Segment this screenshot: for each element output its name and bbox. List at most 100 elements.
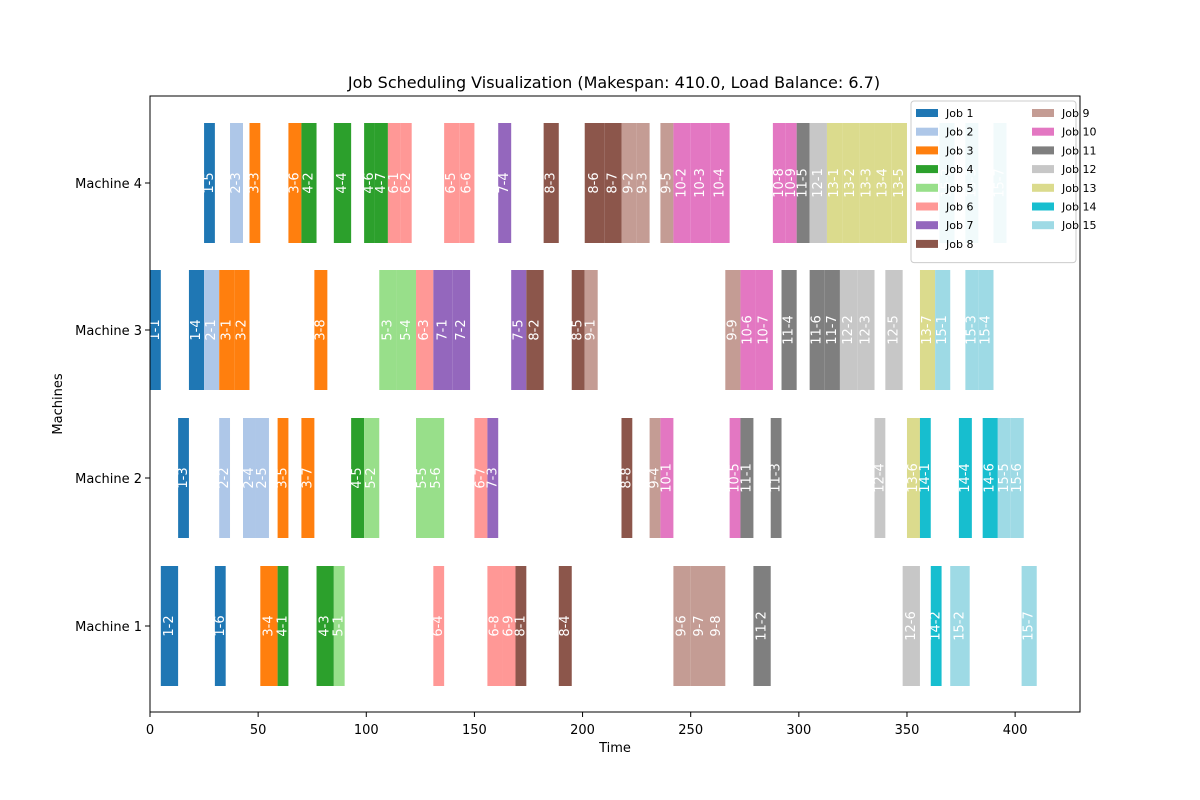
task-label-12-3: 12-3 <box>858 315 873 345</box>
task-bar-2-2 <box>219 418 231 538</box>
task-bar-8-8 <box>621 418 633 538</box>
legend-label-job-9: Job 9 <box>1061 107 1089 120</box>
task-label-6-9: 6-9 <box>502 615 517 636</box>
task-bar-13-4 <box>874 123 892 243</box>
task-label-10-2: 10-2 <box>675 168 690 198</box>
task-bar-7-5 <box>511 270 527 390</box>
task-bar-13-1 <box>826 123 843 243</box>
task-label-8-7: 8-7 <box>605 172 620 193</box>
task-label-1-6: 1-6 <box>213 615 228 636</box>
legend-label-job-13: Job 13 <box>1061 182 1096 195</box>
y-tick-label: Machine 4 <box>75 177 142 192</box>
task-bar-12-6 <box>902 566 920 686</box>
task-bar-8-6 <box>584 123 605 243</box>
task-bar-11-7 <box>824 270 840 390</box>
task-label-4-3: 4-3 <box>318 615 333 636</box>
task-label-10-9: 10-9 <box>784 168 799 198</box>
task-bar-15-3 <box>965 270 979 390</box>
task-label-9-9: 9-9 <box>725 319 740 340</box>
y-tick-label: Machine 2 <box>75 472 142 487</box>
task-label-4-5: 4-5 <box>350 467 365 488</box>
task-label-8-6: 8-6 <box>587 172 602 193</box>
task-bar-1-4 <box>188 270 205 390</box>
legend-swatch-job-4 <box>916 165 938 174</box>
task-label-10-3: 10-3 <box>693 168 708 198</box>
legend-label-job-15: Job 15 <box>1061 219 1096 232</box>
task-label-10-6: 10-6 <box>741 315 756 345</box>
task-bar-11-6 <box>809 270 825 390</box>
task-bar-9-7 <box>690 566 708 686</box>
task-bar-3-4 <box>260 566 278 686</box>
legend-label-job-1: Job 1 <box>945 107 973 120</box>
task-bar-15-2 <box>950 566 970 686</box>
task-label-5-4: 5-4 <box>399 319 414 340</box>
task-label-15-1: 15-1 <box>935 315 950 345</box>
task-label-10-5: 10-5 <box>728 463 743 493</box>
task-label-1-3: 1-3 <box>176 467 191 488</box>
task-label-9-8: 9-8 <box>709 615 724 636</box>
task-label-3-7: 3-7 <box>300 467 315 488</box>
task-bar-3-5 <box>277 418 289 538</box>
task-bar-11-3 <box>770 418 782 538</box>
task-label-13-6: 13-6 <box>906 463 921 493</box>
task-label-3-5: 3-5 <box>276 467 291 488</box>
task-label-7-3: 7-3 <box>485 467 500 488</box>
task-bar-12-4 <box>874 418 886 538</box>
task-bar-3-8 <box>314 270 328 390</box>
task-label-9-6: 9-6 <box>675 615 690 636</box>
task-label-4-4: 4-4 <box>335 172 350 193</box>
legend-swatch-job-11 <box>1032 146 1054 155</box>
task-label-9-1: 9-1 <box>584 319 599 340</box>
task-bar-9-5 <box>660 123 674 243</box>
x-tick-label: 400 <box>1003 723 1028 738</box>
legend-label-job-12: Job 12 <box>1061 163 1096 176</box>
y-tick-label: Machine 1 <box>75 620 142 635</box>
task-bar-4-5 <box>351 418 365 538</box>
task-label-6-4: 6-4 <box>431 615 446 636</box>
legend-swatch-job-15 <box>1032 221 1054 230</box>
legend-swatch-job-2 <box>916 127 938 136</box>
task-label-11-7: 11-7 <box>825 315 840 345</box>
task-label-7-1: 7-1 <box>436 319 451 340</box>
task-bar-8-2 <box>526 270 544 390</box>
task-bar-14-2 <box>930 566 942 686</box>
legend-label-job-5: Job 5 <box>945 182 973 195</box>
task-bar-4-7 <box>374 123 388 243</box>
x-tick-label: 350 <box>895 723 920 738</box>
task-label-15-6: 15-6 <box>1010 463 1025 493</box>
task-bar-10-1 <box>660 418 674 538</box>
task-bar-6-6 <box>459 123 475 243</box>
legend-label-job-11: Job 11 <box>1061 144 1096 157</box>
task-bar-9-2 <box>621 123 637 243</box>
task-bar-8-7 <box>604 123 622 243</box>
y-axis-label: Machines <box>51 373 66 434</box>
task-bar-10-7 <box>755 270 773 390</box>
task-label-7-2: 7-2 <box>454 319 469 340</box>
task-label-3-2: 3-2 <box>234 319 249 340</box>
task-bar-15-6 <box>1010 418 1024 538</box>
task-bar-5-1 <box>333 566 345 686</box>
task-bar-9-8 <box>708 566 726 686</box>
legend-label-job-6: Job 6 <box>945 201 973 214</box>
task-label-3-1: 3-1 <box>219 319 234 340</box>
legend-label-job-10: Job 10 <box>1061 126 1096 139</box>
task-bar-5-2 <box>364 418 380 538</box>
legend-swatch-job-10 <box>1032 127 1054 136</box>
task-label-3-4: 3-4 <box>261 615 276 636</box>
task-label-12-2: 12-2 <box>841 315 856 345</box>
task-label-8-2: 8-2 <box>527 319 542 340</box>
task-bar-11-1 <box>740 418 754 538</box>
task-label-1-4: 1-4 <box>189 319 204 340</box>
task-label-4-7: 4-7 <box>374 172 389 193</box>
task-label-14-6: 14-6 <box>983 463 998 493</box>
task-label-2-4: 2-4 <box>242 467 257 488</box>
task-bar-3-2 <box>234 270 250 390</box>
task-bar-12-5 <box>885 270 903 390</box>
x-tick-label: 200 <box>570 723 595 738</box>
task-label-6-2: 6-2 <box>399 172 414 193</box>
task-label-3-3: 3-3 <box>247 172 262 193</box>
task-label-10-7: 10-7 <box>757 315 772 345</box>
task-bar-13-3 <box>859 123 875 243</box>
task-label-11-1: 11-1 <box>739 463 754 493</box>
task-bar-5-6 <box>429 418 445 538</box>
